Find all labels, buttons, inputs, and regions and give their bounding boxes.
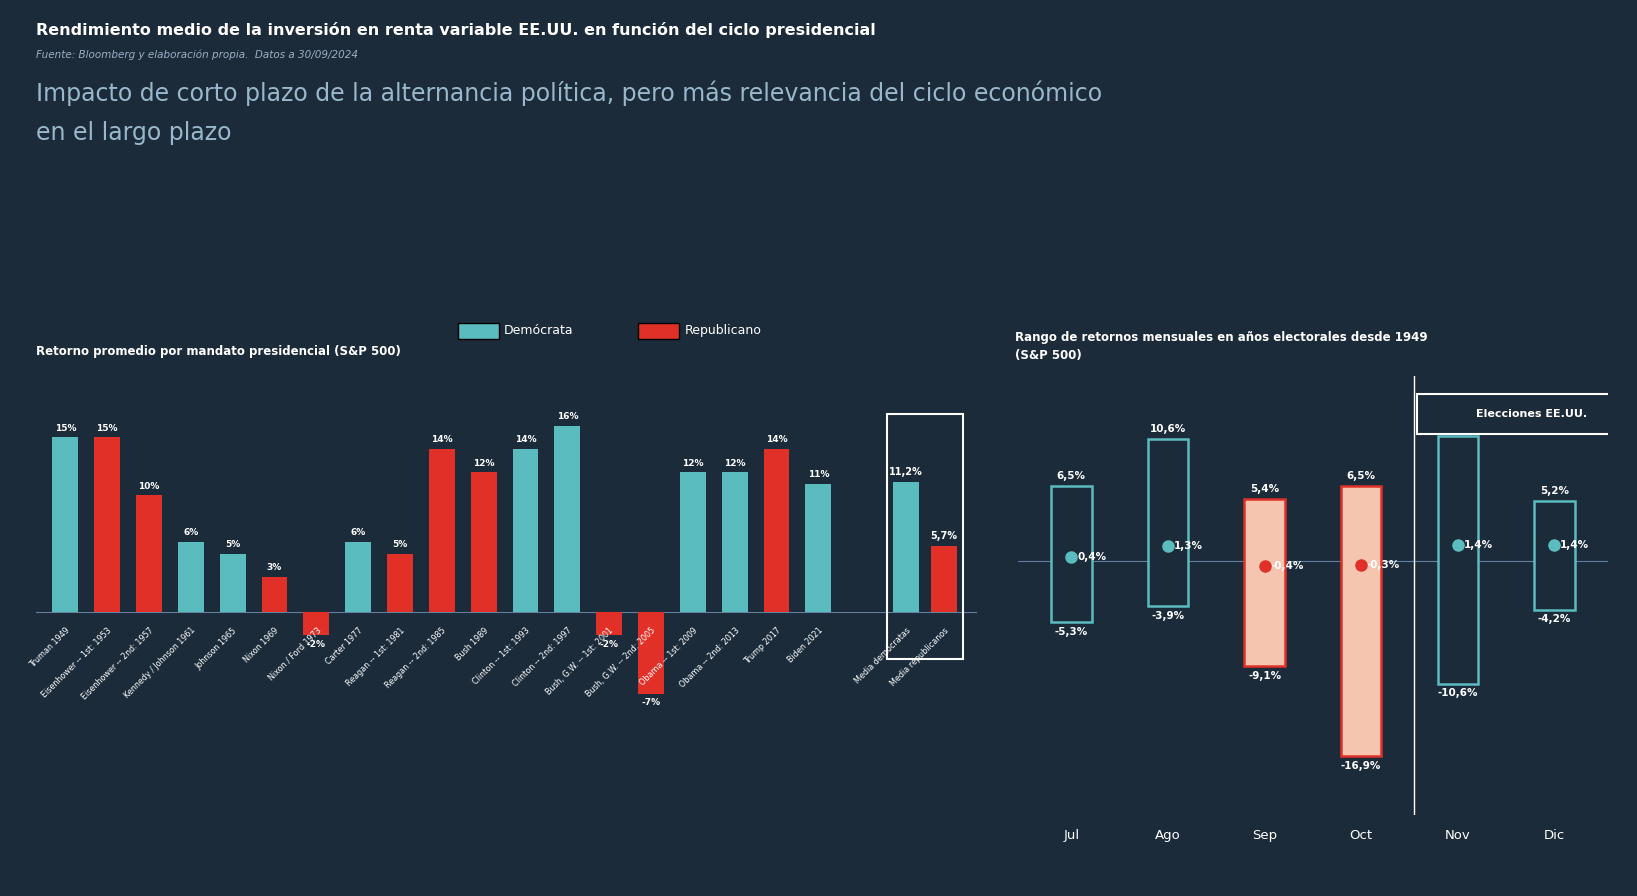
Bar — [1244, 499, 1285, 667]
Text: Nixon / Ford 1973: Nixon / Ford 1973 — [267, 626, 322, 683]
Text: -0,4%: -0,4% — [1270, 561, 1303, 571]
Text: Demócrata: Demócrata — [504, 324, 575, 337]
Bar — [219, 554, 246, 612]
Text: Media republicanos: Media republicanos — [889, 626, 949, 688]
Text: -0,3%: -0,3% — [1367, 560, 1400, 570]
Text: 10,6%: 10,6% — [1149, 424, 1187, 434]
Text: 5%: 5% — [224, 540, 241, 549]
Text: 6%: 6% — [183, 529, 198, 538]
Text: 5,7%: 5,7% — [930, 531, 958, 541]
Bar — [345, 542, 372, 612]
Text: Truman 1949: Truman 1949 — [28, 626, 72, 669]
Text: Republicano: Republicano — [684, 324, 761, 337]
Text: Johnson 1965: Johnson 1965 — [195, 626, 239, 670]
Text: 5,4%: 5,4% — [1251, 484, 1278, 495]
Text: 12%: 12% — [473, 459, 494, 468]
Text: Obama -- 1st: 2009: Obama -- 1st: 2009 — [638, 626, 699, 687]
Text: (S&P 500): (S&P 500) — [1015, 349, 1082, 362]
Bar — [1341, 486, 1382, 756]
Bar — [679, 472, 706, 612]
Text: Rango de retornos mensuales en años electorales desde 1949: Rango de retornos mensuales en años elec… — [1015, 331, 1427, 344]
Text: 1,3%: 1,3% — [1174, 541, 1203, 551]
Bar — [262, 577, 288, 612]
Text: 10%: 10% — [138, 482, 160, 491]
Text: 6,5%: 6,5% — [1347, 471, 1375, 481]
Bar — [894, 481, 918, 612]
Bar — [136, 495, 162, 612]
Text: 0,4%: 0,4% — [1077, 552, 1107, 562]
Text: Fuente: Bloomberg y elaboración propia.  Datos a 30/09/2024: Fuente: Bloomberg y elaboración propia. … — [36, 49, 359, 60]
Text: 3%: 3% — [267, 564, 282, 573]
Text: en el largo plazo: en el largo plazo — [36, 121, 231, 145]
Text: Impacto de corto plazo de la alternancia política, pero más relevancia del ciclo: Impacto de corto plazo de la alternancia… — [36, 81, 1102, 106]
Bar — [1051, 486, 1092, 623]
Text: 11,2%: 11,2% — [889, 467, 923, 477]
Text: Carter 1977: Carter 1977 — [324, 626, 365, 667]
Bar — [471, 472, 496, 612]
Bar — [887, 414, 963, 659]
Text: -10,6%: -10,6% — [1437, 688, 1478, 698]
Text: Obama -- 2nd: 2013: Obama -- 2nd: 2013 — [678, 626, 742, 689]
Text: Clinton -- 1st: 1993: Clinton -- 1st: 1993 — [471, 626, 532, 686]
Bar — [1148, 439, 1188, 607]
Text: -4,2%: -4,2% — [1537, 615, 1572, 625]
Bar — [1534, 501, 1575, 609]
Text: 1,4%: 1,4% — [1463, 540, 1493, 550]
Text: 6%: 6% — [350, 529, 365, 538]
Bar — [1437, 436, 1478, 684]
Text: Retorno promedio por mandato presidencial (S&P 500): Retorno promedio por mandato presidencia… — [36, 345, 401, 358]
Text: Elecciones EE.UU.: Elecciones EE.UU. — [1477, 409, 1588, 418]
Text: Bush, G.W. -- 2nd: 2005: Bush, G.W. -- 2nd: 2005 — [584, 626, 658, 699]
Text: 10,8%: 10,8% — [1439, 422, 1477, 432]
Text: 14%: 14% — [514, 435, 537, 444]
Text: 14%: 14% — [766, 435, 787, 444]
Bar — [429, 449, 455, 612]
Text: Bush 1989: Bush 1989 — [453, 626, 489, 662]
Text: Biden 2021: Biden 2021 — [786, 626, 825, 665]
Text: -3,9%: -3,9% — [1151, 611, 1185, 621]
Text: -2%: -2% — [306, 640, 326, 649]
Text: -16,9%: -16,9% — [1341, 761, 1382, 771]
Bar — [638, 612, 665, 694]
Text: -9,1%: -9,1% — [1247, 671, 1282, 681]
Text: 5,2%: 5,2% — [1540, 487, 1568, 496]
Text: -2%: -2% — [599, 640, 619, 649]
Text: 12%: 12% — [683, 459, 704, 468]
Bar — [805, 484, 832, 612]
Text: 14%: 14% — [431, 435, 452, 444]
Text: 16%: 16% — [557, 412, 578, 421]
Bar — [1418, 393, 1637, 434]
Bar — [931, 546, 956, 612]
Bar — [178, 542, 203, 612]
Bar — [722, 472, 748, 612]
Text: 6,5%: 6,5% — [1058, 471, 1085, 481]
Bar — [52, 437, 79, 612]
Text: Nixon 1969: Nixon 1969 — [242, 626, 282, 665]
Bar — [386, 554, 413, 612]
Text: 15%: 15% — [97, 424, 118, 433]
Bar — [763, 449, 789, 612]
Bar — [512, 449, 539, 612]
Bar — [95, 437, 120, 612]
Text: Rendimiento medio de la inversión en renta variable EE.UU. en función del ciclo : Rendimiento medio de la inversión en ren… — [36, 22, 876, 39]
Text: Kennedy / Johnson 1961: Kennedy / Johnson 1961 — [123, 626, 196, 701]
Text: 1,4%: 1,4% — [1560, 540, 1590, 550]
Bar — [596, 612, 622, 635]
Text: Reagan -- 2nd: 1985: Reagan -- 2nd: 1985 — [385, 626, 449, 690]
Bar — [555, 426, 579, 612]
Text: 12%: 12% — [724, 459, 745, 468]
Text: Clinton -- 2nd: 1997: Clinton -- 2nd: 1997 — [511, 626, 573, 689]
Text: 15%: 15% — [54, 424, 75, 433]
Text: 5%: 5% — [393, 540, 408, 549]
Text: -5,3%: -5,3% — [1054, 627, 1089, 637]
Text: Media demócratas: Media demócratas — [853, 626, 912, 685]
Text: Reagan -- 1st: 1981: Reagan -- 1st: 1981 — [344, 626, 406, 688]
Text: Eisenhower -- 1st: 1953: Eisenhower -- 1st: 1953 — [41, 626, 113, 699]
Text: Bush, G.W. -- 1st: 2001: Bush, G.W. -- 1st: 2001 — [545, 626, 616, 697]
Bar — [303, 612, 329, 635]
Text: Eisenhower -- 2nd: 1957: Eisenhower -- 2nd: 1957 — [80, 626, 156, 702]
Text: -7%: -7% — [642, 698, 661, 707]
Text: Trump 2017: Trump 2017 — [743, 626, 782, 666]
Text: 11%: 11% — [807, 470, 828, 479]
